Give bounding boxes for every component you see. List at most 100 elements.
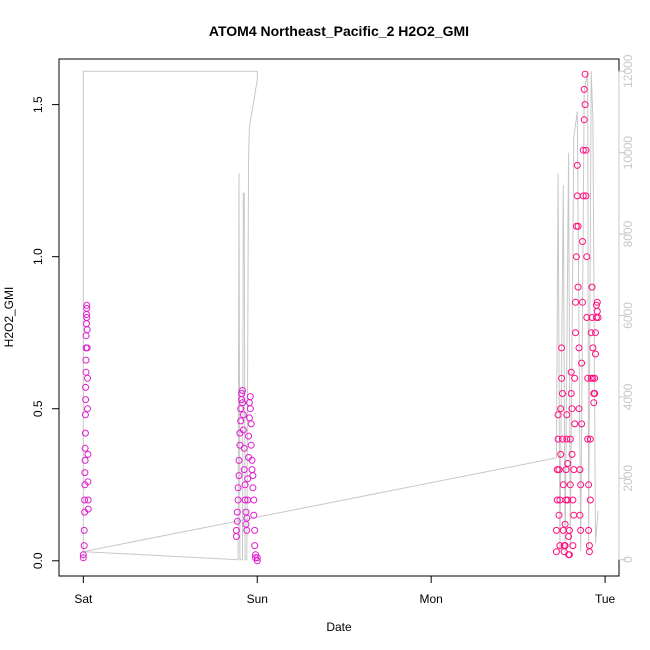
data-point — [82, 368, 90, 376]
y-axis-right: 0 2000 4000 6000 8000 10000 12000 — [618, 54, 635, 563]
data-point — [565, 526, 573, 534]
data-point — [561, 542, 569, 550]
data-point — [570, 511, 578, 519]
data-point — [563, 435, 571, 443]
x-tick-label: Sat — [74, 592, 93, 606]
data-point — [591, 374, 599, 382]
y-axis-label: H2O2_GMI — [2, 287, 16, 348]
data-point — [569, 542, 577, 550]
altitude-line — [82, 70, 599, 561]
x-axis: Sat Sun Mon Tue — [74, 575, 616, 606]
data-point — [554, 411, 562, 419]
data-point — [84, 496, 92, 504]
data-point — [562, 466, 570, 474]
data-point — [552, 526, 560, 534]
data-point — [585, 481, 593, 489]
data-point — [558, 374, 566, 382]
data-point — [573, 161, 581, 169]
data-point — [593, 298, 601, 306]
data-point — [84, 374, 91, 382]
data-point — [232, 526, 240, 534]
data-point — [247, 420, 255, 428]
data-point — [235, 456, 243, 464]
data-point — [573, 192, 581, 200]
data-point — [80, 542, 88, 550]
x-tick-label: Mon — [420, 592, 443, 606]
data-point — [568, 450, 576, 458]
data-point — [241, 481, 249, 489]
data-point — [247, 441, 255, 449]
data-point — [579, 192, 587, 200]
data-points — [79, 70, 602, 565]
data-point — [583, 314, 591, 321]
data-point — [83, 314, 91, 321]
data-point — [581, 101, 589, 109]
data-point — [553, 496, 561, 504]
data-point — [248, 456, 256, 464]
x-axis-label: Date — [326, 620, 352, 634]
data-point — [585, 526, 593, 534]
data-point — [589, 344, 597, 352]
data-point — [243, 526, 251, 534]
data-point — [564, 460, 572, 467]
data-point — [233, 508, 241, 516]
data-point — [575, 405, 583, 413]
data-point — [240, 444, 248, 452]
data-point — [239, 387, 246, 394]
data-point — [559, 435, 566, 443]
data-point — [233, 517, 241, 525]
data-point — [579, 298, 586, 306]
data-point — [82, 396, 90, 404]
y2-tick-label: 2000 — [621, 465, 635, 492]
data-point — [577, 481, 585, 489]
data-point — [566, 481, 574, 489]
data-point — [234, 484, 242, 492]
y2-tick-label: 6000 — [621, 302, 635, 329]
data-point — [250, 511, 258, 519]
x-tick-label: Sun — [247, 592, 268, 606]
data-point — [586, 496, 594, 504]
data-point — [591, 390, 599, 397]
data-point — [563, 411, 571, 419]
y-tick-label: 0.5 — [31, 400, 45, 417]
data-point — [555, 511, 563, 519]
data-point — [245, 432, 253, 440]
data-point — [81, 444, 89, 452]
data-point — [585, 548, 593, 556]
data-point — [250, 496, 258, 504]
data-point — [234, 496, 242, 504]
data-point — [574, 222, 582, 230]
data-point — [83, 301, 91, 309]
data-point — [583, 253, 591, 261]
data-point — [81, 496, 89, 504]
data-point — [552, 548, 560, 556]
data-point — [249, 484, 257, 492]
y2-tick-label: 4000 — [621, 383, 635, 410]
data-point — [81, 469, 89, 477]
data-point — [570, 466, 578, 474]
data-point — [249, 472, 257, 480]
plot-frame — [58, 58, 620, 577]
y2-tick-label: 12000 — [621, 54, 635, 88]
data-point — [572, 298, 579, 306]
data-point — [575, 344, 583, 352]
data-point — [559, 390, 566, 397]
y2-tick-label: 0 — [621, 556, 635, 563]
data-point — [592, 350, 599, 358]
data-point — [555, 466, 563, 474]
data-point — [561, 520, 569, 528]
data-point — [81, 411, 89, 419]
y-tick-label: 0.0 — [31, 552, 45, 569]
data-point — [584, 374, 592, 382]
data-point — [567, 368, 575, 376]
y-axis-left: 0.0 0.5 1.0 1.5 — [31, 96, 60, 569]
data-point — [571, 420, 579, 428]
data-point — [594, 314, 602, 321]
y2-tick-label: 8000 — [621, 220, 635, 247]
data-point — [237, 417, 245, 425]
data-point — [239, 426, 247, 434]
data-point — [572, 253, 580, 261]
data-point — [84, 505, 92, 513]
data-point — [590, 399, 598, 407]
